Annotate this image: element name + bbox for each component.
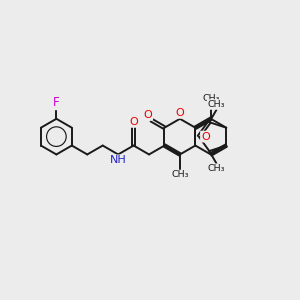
Text: O: O xyxy=(176,108,184,118)
Text: O: O xyxy=(143,110,152,120)
Text: O: O xyxy=(129,117,138,127)
Text: CH₃: CH₃ xyxy=(208,164,225,173)
Text: NH: NH xyxy=(110,155,127,165)
Text: CH₃: CH₃ xyxy=(208,100,225,109)
Text: CH₃: CH₃ xyxy=(171,170,189,179)
Text: O: O xyxy=(201,132,210,142)
Text: F: F xyxy=(53,96,60,109)
Text: CH₃: CH₃ xyxy=(202,94,220,103)
